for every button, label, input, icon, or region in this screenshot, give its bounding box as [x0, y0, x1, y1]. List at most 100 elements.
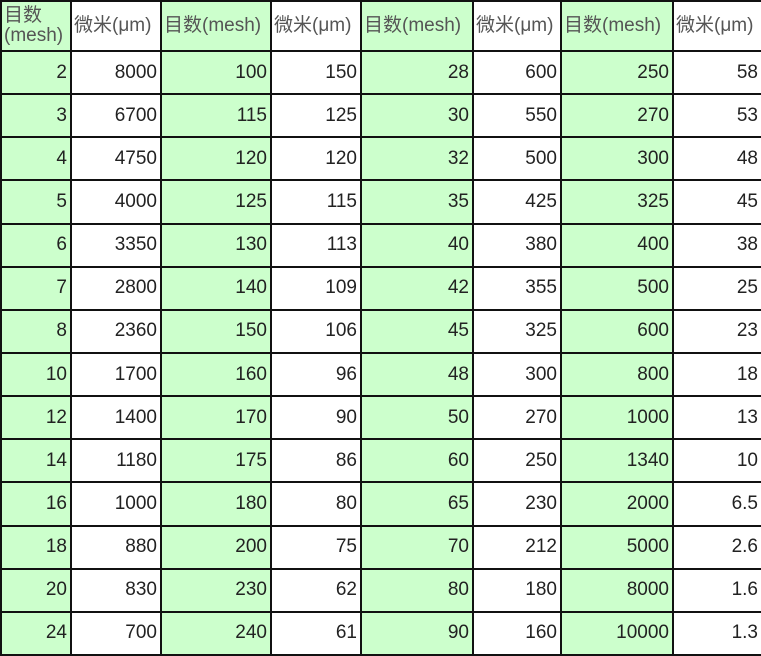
micron-cell: 8000: [70, 49, 162, 96]
mesh-cell: 500: [560, 265, 674, 311]
micron-cell: 160: [472, 610, 562, 656]
micron-cell: 6.5: [672, 481, 761, 527]
micron-cell: 58: [672, 49, 761, 96]
micron-cell: 80: [270, 481, 362, 527]
mesh-cell: 125: [160, 179, 272, 225]
mesh-cell: 90: [360, 610, 474, 656]
header-mesh: 目数(mesh): [160, 0, 272, 52]
micron-cell: 2800: [70, 265, 162, 311]
table-row: 2 8000 100 150 28 600 250 58: [0, 49, 761, 96]
mesh-cell: 180: [160, 481, 272, 527]
mesh-cell: 140: [160, 265, 272, 311]
table-row: 3 6700 115 125 30 550 270 53: [0, 93, 761, 139]
mesh-cell: 150: [160, 308, 272, 354]
micron-cell: 3350: [70, 222, 162, 268]
micron-cell: 45: [672, 179, 761, 225]
mesh-cell: 2: [0, 49, 72, 96]
micron-cell: 325: [472, 308, 562, 354]
mesh-cell: 2000: [560, 481, 674, 527]
table-row: 5 4000 125 115 35 425 325 45: [0, 179, 761, 225]
micron-cell: 150: [270, 49, 362, 96]
table-row: 8 2360 150 106 45 325 600 23: [0, 308, 761, 354]
micron-cell: 2.6: [672, 524, 761, 570]
mesh-cell: 400: [560, 222, 674, 268]
micron-cell: 25: [672, 265, 761, 311]
table-row: 14 1180 175 86 60 250 1340 10: [0, 438, 761, 484]
micron-cell: 1400: [70, 395, 162, 441]
mesh-cell: 4: [0, 136, 72, 182]
mesh-cell: 40: [360, 222, 474, 268]
mesh-cell: 50: [360, 395, 474, 441]
mesh-cell: 60: [360, 438, 474, 484]
mesh-cell: 10000: [560, 610, 674, 656]
mesh-cell: 130: [160, 222, 272, 268]
mesh-cell: 325: [560, 179, 674, 225]
micron-cell: 62: [270, 567, 362, 613]
mesh-cell: 80: [360, 567, 474, 613]
micron-cell: 1000: [70, 481, 162, 527]
mesh-cell: 24: [0, 610, 72, 656]
mesh-cell: 120: [160, 136, 272, 182]
mesh-cell: 16: [0, 481, 72, 527]
micron-cell: 10: [672, 438, 761, 484]
micron-cell: 4000: [70, 179, 162, 225]
mesh-cell: 5000: [560, 524, 674, 570]
mesh-cell: 160: [160, 351, 272, 398]
micron-cell: 2360: [70, 308, 162, 354]
table-row: 6 3350 130 113 40 380 400 38: [0, 222, 761, 268]
micron-cell: 113: [270, 222, 362, 268]
table-row: 12 1400 170 90 50 270 1000 13: [0, 395, 761, 441]
mesh-cell: 115: [160, 93, 272, 139]
mesh-cell: 48: [360, 351, 474, 398]
micron-cell: 425: [472, 179, 562, 225]
mesh-cell: 28: [360, 49, 474, 96]
micron-cell: 250: [472, 438, 562, 484]
mesh-cell: 100: [160, 49, 272, 96]
mesh-cell: 200: [160, 524, 272, 570]
micron-cell: 13: [672, 395, 761, 441]
micron-cell: 180: [472, 567, 562, 613]
table-row: 18 880 200 75 70 212 5000 2.6: [0, 524, 761, 570]
header-micron: 微米(μm): [70, 0, 162, 52]
mesh-cell: 250: [560, 49, 674, 96]
table-row: 10 1700 160 96 48 300 800 18: [0, 351, 761, 398]
mesh-cell: 300: [560, 136, 674, 182]
mesh-cell: 70: [360, 524, 474, 570]
mesh-cell: 1340: [560, 438, 674, 484]
header-mesh-line2: (mesh): [4, 25, 64, 46]
micron-cell: 550: [472, 93, 562, 139]
mesh-cell: 8: [0, 308, 72, 354]
mesh-cell: 7: [0, 265, 72, 311]
mesh-cell: 30: [360, 93, 474, 139]
micron-cell: 120: [270, 136, 362, 182]
micron-cell: 270: [472, 395, 562, 441]
micron-cell: 4750: [70, 136, 162, 182]
mesh-cell: 170: [160, 395, 272, 441]
table-row: 4 4750 120 120 32 500 300 48: [0, 136, 761, 182]
table-row: 16 1000 180 80 65 230 2000 6.5: [0, 481, 761, 527]
mesh-cell: 8000: [560, 567, 674, 613]
mesh-cell: 18: [0, 524, 72, 570]
header-micron: 微米(μm): [472, 0, 562, 52]
micron-cell: 48: [672, 136, 761, 182]
mesh-cell: 14: [0, 438, 72, 484]
micron-cell: 1700: [70, 351, 162, 398]
mesh-cell: 230: [160, 567, 272, 613]
micron-cell: 86: [270, 438, 362, 484]
micron-cell: 109: [270, 265, 362, 311]
micron-cell: 53: [672, 93, 761, 139]
micron-cell: 1.6: [672, 567, 761, 613]
micron-cell: 600: [472, 49, 562, 96]
header-mesh-line1: 目数: [4, 5, 43, 26]
micron-cell: 700: [70, 610, 162, 656]
mesh-cell: 800: [560, 351, 674, 398]
mesh-cell: 45: [360, 308, 474, 354]
mesh-cell: 35: [360, 179, 474, 225]
header-mesh: 目数(mesh): [360, 0, 474, 52]
micron-cell: 115: [270, 179, 362, 225]
micron-cell: 830: [70, 567, 162, 613]
micron-cell: 212: [472, 524, 562, 570]
mesh-cell: 600: [560, 308, 674, 354]
micron-cell: 500: [472, 136, 562, 182]
micron-cell: 18: [672, 351, 761, 398]
